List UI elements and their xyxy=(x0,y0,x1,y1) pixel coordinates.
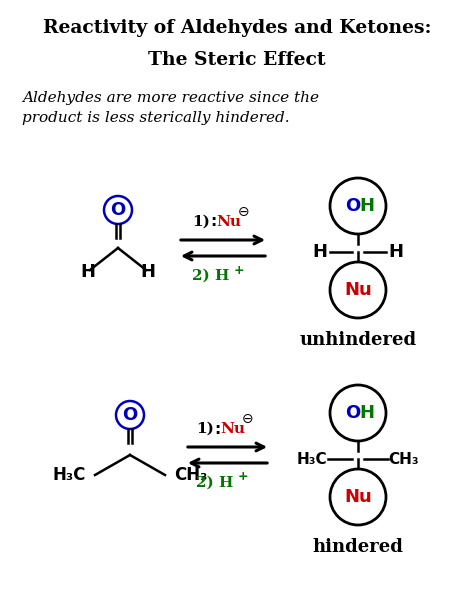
Text: H: H xyxy=(389,243,403,261)
Text: ⊖: ⊖ xyxy=(242,412,254,426)
Text: product is less sterically hindered.: product is less sterically hindered. xyxy=(22,111,290,125)
Text: H₃C: H₃C xyxy=(297,452,328,467)
Text: Nu: Nu xyxy=(344,281,372,299)
Text: CH₃: CH₃ xyxy=(174,466,208,484)
Text: O: O xyxy=(346,197,361,215)
Text: 1): 1) xyxy=(196,422,214,436)
Text: +: + xyxy=(234,263,245,277)
Circle shape xyxy=(330,178,386,234)
Text: 2) H: 2) H xyxy=(192,269,229,283)
Circle shape xyxy=(330,469,386,525)
Text: Nu: Nu xyxy=(216,215,241,229)
Text: H: H xyxy=(81,263,95,281)
Circle shape xyxy=(104,196,132,224)
Text: H: H xyxy=(359,197,374,215)
Text: 1): 1) xyxy=(192,215,210,229)
Text: O: O xyxy=(346,404,361,422)
Text: unhindered: unhindered xyxy=(300,331,417,349)
Circle shape xyxy=(116,401,144,429)
Text: :: : xyxy=(214,421,220,436)
Text: Reactivity of Aldehydes and Ketones:: Reactivity of Aldehydes and Ketones: xyxy=(43,19,431,37)
Circle shape xyxy=(330,385,386,441)
Text: ⊖: ⊖ xyxy=(238,205,250,219)
Text: H₃C: H₃C xyxy=(52,466,86,484)
Text: H: H xyxy=(140,263,155,281)
Text: Nu: Nu xyxy=(344,488,372,506)
Text: H: H xyxy=(312,243,328,261)
Text: O: O xyxy=(122,406,137,424)
Text: :: : xyxy=(210,214,216,229)
Text: The Steric Effect: The Steric Effect xyxy=(148,51,326,69)
Text: Nu: Nu xyxy=(220,422,245,436)
Circle shape xyxy=(330,262,386,318)
Text: +: + xyxy=(238,470,249,484)
Text: 2) H: 2) H xyxy=(196,476,233,490)
Text: Aldehydes are more reactive since the: Aldehydes are more reactive since the xyxy=(22,91,319,105)
Text: hindered: hindered xyxy=(312,538,403,556)
Text: O: O xyxy=(110,201,126,219)
Text: CH₃: CH₃ xyxy=(389,452,419,467)
Text: H: H xyxy=(359,404,374,422)
